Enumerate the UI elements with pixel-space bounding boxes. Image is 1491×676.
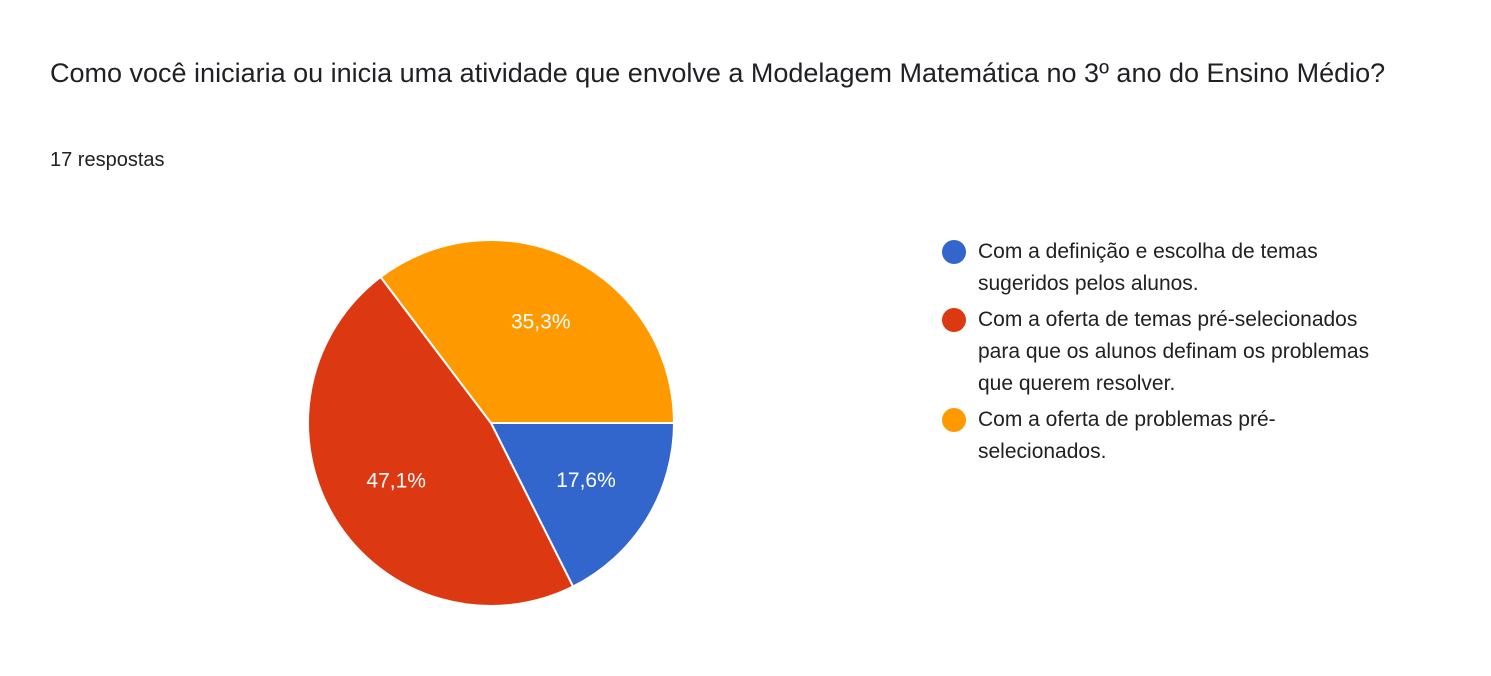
legend: Com a definição e escolha de temas suger… [942, 236, 1402, 472]
legend-marker [942, 240, 966, 264]
pie-slice [307, 275, 575, 607]
legend-item: Com a definição e escolha de temas suger… [942, 236, 1402, 300]
legend-item: Com a oferta de problemas pré-selecionad… [942, 404, 1402, 468]
data-label: 47,1% [366, 469, 426, 492]
legend-item: Com a oferta de temas pré-selecionados p… [942, 304, 1402, 400]
legend-marker [942, 308, 966, 332]
legend-label: Com a oferta de temas pré-selecionados p… [978, 308, 1370, 395]
legend-marker [942, 408, 966, 432]
chart-subtitle: 17 respostas [50, 149, 165, 171]
legend-label: Com a definição e escolha de temas suger… [978, 240, 1318, 295]
data-label: 35,3% [511, 311, 571, 334]
pie-slice [489, 422, 676, 588]
chart: 17,6% 47,1% 35,3% [307, 239, 676, 607]
pie-slice [379, 239, 676, 424]
data-label: 17,6% [556, 469, 616, 492]
legend-label: Com a oferta de problemas pré-selecionad… [978, 408, 1276, 463]
chart-title: Como você iniciaria ou inicia uma ativid… [50, 58, 1386, 88]
